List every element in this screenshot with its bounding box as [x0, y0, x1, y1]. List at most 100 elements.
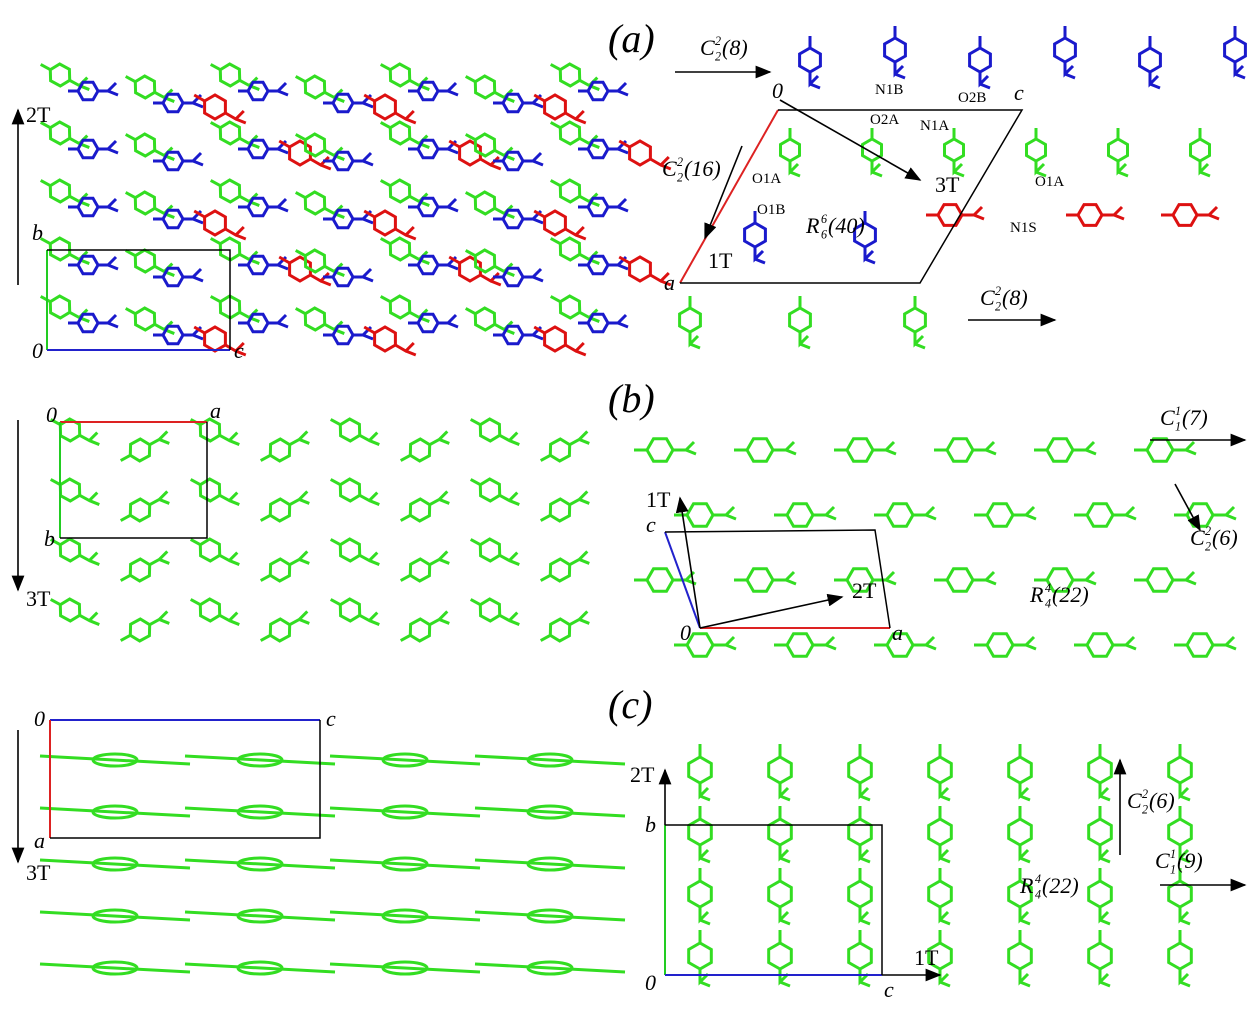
ring	[947, 569, 973, 592]
ring	[588, 314, 608, 331]
chain	[940, 744, 950, 800]
graph-set-sup: 2	[677, 155, 683, 169]
ring	[340, 599, 359, 621]
ring	[410, 619, 429, 641]
ring	[550, 439, 569, 461]
chain	[980, 36, 990, 88]
ring	[130, 499, 149, 521]
ring	[1009, 819, 1032, 845]
graph-set-sub: 4	[1045, 597, 1051, 611]
chain	[1065, 26, 1075, 78]
ring	[163, 152, 183, 169]
chain	[1174, 507, 1236, 519]
graph-set-sub: 2	[677, 171, 683, 185]
ring	[333, 152, 353, 169]
ring	[270, 439, 289, 461]
ring	[560, 238, 579, 260]
chain	[1020, 806, 1030, 862]
graph-set-size: (22)	[1042, 873, 1079, 898]
ring	[480, 419, 499, 441]
graph-set-size: (6)	[1149, 788, 1175, 813]
ring	[50, 296, 69, 318]
ring	[1089, 881, 1112, 907]
ring	[135, 250, 154, 272]
label: N1A	[920, 118, 949, 134]
chain	[121, 491, 170, 520]
graph-set-letter: C	[1160, 405, 1175, 430]
ring	[1047, 439, 1073, 462]
label: 2T	[852, 578, 877, 603]
chain	[185, 860, 335, 868]
chain	[261, 611, 310, 640]
ring	[480, 539, 499, 561]
chain	[934, 572, 996, 584]
ring	[560, 180, 579, 202]
ring	[945, 139, 964, 161]
graph-set-sub: 1	[1170, 863, 1176, 877]
chain	[1150, 36, 1160, 88]
chain	[541, 431, 590, 460]
ring	[560, 296, 579, 318]
chain	[330, 964, 480, 972]
label: 0	[46, 402, 57, 427]
chain	[874, 507, 936, 519]
chain	[1180, 930, 1190, 986]
chain	[541, 491, 590, 520]
graph-set-sup: 2	[995, 284, 1001, 298]
chain	[121, 431, 170, 460]
ring	[781, 139, 800, 161]
ring	[163, 94, 183, 111]
ring	[130, 559, 149, 581]
chain	[974, 507, 1036, 519]
ring	[929, 819, 952, 845]
ring	[1089, 819, 1112, 845]
ring	[390, 238, 409, 260]
chain	[1034, 442, 1096, 454]
ring	[630, 141, 651, 165]
ring	[333, 210, 353, 227]
chain	[974, 637, 1036, 649]
ring	[205, 95, 226, 119]
panel-title: (b)	[608, 376, 655, 421]
chain	[185, 808, 335, 816]
chain	[800, 296, 810, 348]
ring	[50, 180, 69, 202]
ring	[475, 192, 494, 214]
chain	[330, 808, 480, 816]
graph-set-size: (22)	[1052, 582, 1089, 607]
label: c	[234, 338, 244, 363]
chain	[121, 551, 170, 580]
graph-set-sup: 6	[821, 212, 827, 226]
cells-and-arrows	[18, 72, 1245, 975]
chain	[1074, 637, 1136, 649]
ring	[790, 308, 811, 332]
ring	[248, 314, 268, 331]
chain	[895, 26, 905, 78]
ring	[1009, 943, 1032, 969]
graph-set-size: (9)	[1177, 848, 1203, 873]
chain	[700, 744, 710, 800]
ring	[1089, 943, 1112, 969]
chain	[1066, 207, 1124, 219]
ring	[1147, 439, 1173, 462]
ring	[1169, 943, 1192, 969]
label: c	[326, 706, 336, 731]
label: 3T	[935, 172, 960, 197]
chain	[40, 912, 190, 920]
graph-set-size: (40)	[828, 213, 865, 238]
chain	[780, 930, 790, 986]
ring	[849, 943, 872, 969]
graph-set-sup: 1	[1170, 847, 1176, 861]
label: a	[34, 828, 45, 853]
ring	[1078, 205, 1102, 226]
ring	[248, 140, 268, 157]
ring	[78, 82, 98, 99]
ring	[905, 308, 926, 332]
ring	[1169, 819, 1192, 845]
ring	[480, 599, 499, 621]
chain	[860, 930, 870, 986]
chain	[541, 611, 590, 640]
chain	[834, 442, 896, 454]
ring	[50, 122, 69, 144]
ring	[747, 569, 773, 592]
